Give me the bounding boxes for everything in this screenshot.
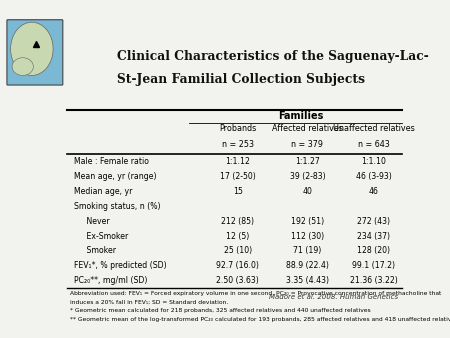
Text: 21.36 (3.22): 21.36 (3.22) (350, 276, 397, 285)
Text: Never: Never (74, 217, 109, 226)
Text: Mean age, yr (range): Mean age, yr (range) (74, 172, 156, 181)
Text: 92.7 (16.0): 92.7 (16.0) (216, 261, 259, 270)
Text: 112 (30): 112 (30) (291, 232, 324, 241)
Text: Families: Families (278, 111, 323, 121)
Text: 1:1.12: 1:1.12 (225, 158, 250, 166)
Text: n = 253: n = 253 (221, 140, 254, 149)
Text: FEV₁*, % predicted (SD): FEV₁*, % predicted (SD) (74, 261, 166, 270)
Text: 46 (3-93): 46 (3-93) (356, 172, 392, 181)
Text: 71 (19): 71 (19) (293, 246, 321, 256)
Ellipse shape (12, 58, 33, 75)
Text: 3.35 (4.43): 3.35 (4.43) (286, 276, 329, 285)
Text: 12 (5): 12 (5) (226, 232, 249, 241)
Text: Smoker: Smoker (74, 246, 116, 256)
Text: 40: 40 (302, 187, 312, 196)
Text: n = 379: n = 379 (291, 140, 324, 149)
Text: Affected relatives: Affected relatives (272, 124, 343, 133)
Text: Probands: Probands (219, 124, 256, 133)
Text: Median age, yr: Median age, yr (74, 187, 132, 196)
Text: Unaffected relatives: Unaffected relatives (333, 124, 414, 133)
Text: 128 (20): 128 (20) (357, 246, 390, 256)
Text: Male : Female ratio: Male : Female ratio (74, 158, 148, 166)
Text: 15: 15 (233, 187, 243, 196)
Text: 212 (85): 212 (85) (221, 217, 254, 226)
Text: 17 (2-50): 17 (2-50) (220, 172, 256, 181)
Text: 234 (37): 234 (37) (357, 232, 390, 241)
Text: induces a 20% fall in FEV₁; SD = Standard deviation.: induces a 20% fall in FEV₁; SD = Standar… (70, 299, 229, 304)
Text: Smoking status, n (%): Smoking status, n (%) (74, 202, 160, 211)
Text: 25 (10): 25 (10) (224, 246, 252, 256)
Text: 192 (51): 192 (51) (291, 217, 324, 226)
Text: 46: 46 (369, 187, 378, 196)
Ellipse shape (11, 22, 53, 75)
Text: St-Jean Familial Collection Subjects: St-Jean Familial Collection Subjects (117, 73, 365, 86)
Text: ** Geometric mean of the log-transformed PC₂₀ calculated for 193 probands, 285 a: ** Geometric mean of the log-transformed… (70, 317, 450, 322)
Text: Clinical Characteristics of the Saguenay-Lac-: Clinical Characteristics of the Saguenay… (117, 50, 429, 63)
FancyBboxPatch shape (7, 20, 63, 85)
Text: 88.9 (22.4): 88.9 (22.4) (286, 261, 329, 270)
Text: n = 643: n = 643 (358, 140, 390, 149)
Text: 99.1 (17.2): 99.1 (17.2) (352, 261, 395, 270)
Text: 1:1.27: 1:1.27 (295, 158, 319, 166)
Text: Ex-Smoker: Ex-Smoker (74, 232, 128, 241)
Text: * Geometric mean calculated for 218 probands, 325 affected relatives and 440 una: * Geometric mean calculated for 218 prob… (70, 308, 371, 313)
Text: PC₂₀**, mg/ml (SD): PC₂₀**, mg/ml (SD) (74, 276, 147, 285)
Text: 1:1.10: 1:1.10 (361, 158, 386, 166)
Text: 39 (2-83): 39 (2-83) (289, 172, 325, 181)
Text: Madore et al. 2008. Human Genetics: Madore et al. 2008. Human Genetics (269, 293, 398, 299)
Text: Abbreviation used: FEV₁ = Forced expiratory volume in one second, PC₂₀ = Provoca: Abbreviation used: FEV₁ = Forced expirat… (70, 291, 441, 296)
Text: 2.50 (3.63): 2.50 (3.63) (216, 276, 259, 285)
Text: 272 (43): 272 (43) (357, 217, 390, 226)
